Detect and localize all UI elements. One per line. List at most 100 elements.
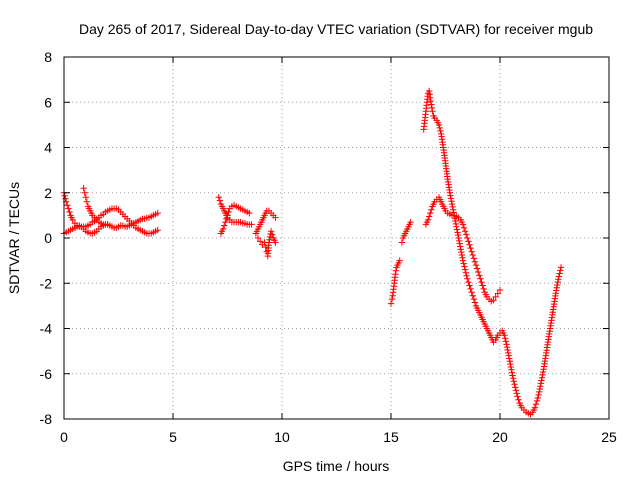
data-point: [512, 384, 519, 391]
data-point: [272, 214, 279, 221]
data-point: [470, 295, 478, 303]
y-axis-label: SDTVAR / TECUs: [6, 182, 22, 294]
data-point: [490, 297, 497, 304]
y-tick-label: 6: [44, 94, 52, 110]
data-point: [215, 194, 222, 201]
data-point: [272, 239, 279, 246]
data-point: [268, 231, 276, 238]
data-point: [494, 290, 502, 297]
data-point: [534, 394, 541, 402]
data-point: [496, 286, 504, 294]
data-point: [83, 198, 91, 205]
data-point: [466, 241, 473, 248]
data-point: [66, 208, 73, 216]
data-point: [476, 272, 483, 279]
data-point: [532, 401, 540, 408]
data-point: [479, 282, 486, 289]
data-point: [539, 368, 547, 376]
tick-labels: 0 5 10 15 20 25 -8 -6 -4 -2 0 2 4 6 8: [40, 49, 617, 445]
data-point: [508, 369, 516, 376]
data-point: [458, 251, 466, 259]
data-point: [452, 217, 459, 225]
x-tick-label: 0: [60, 429, 68, 445]
y-tick-label: -2: [40, 275, 53, 291]
data-point: [453, 223, 460, 230]
data-point: [448, 198, 455, 205]
x-tick-label: 5: [169, 429, 177, 445]
data-point: [513, 390, 520, 397]
data-point: [425, 87, 433, 95]
data-point: [554, 278, 561, 286]
data-point: [457, 243, 464, 250]
data-point: [392, 271, 399, 278]
data-point: [449, 203, 456, 211]
data-point: [461, 228, 469, 235]
data-point: [223, 215, 230, 222]
data-point: [468, 248, 475, 255]
y-tick-label: 8: [44, 49, 52, 65]
data-point: [398, 239, 406, 246]
axis-ticks: [63, 56, 610, 420]
data-point: [477, 275, 484, 282]
data-point: [510, 378, 518, 385]
data-point: [65, 205, 72, 212]
data-point: [456, 240, 463, 247]
data-point: [446, 189, 454, 196]
data-point: [533, 397, 541, 405]
data-point: [538, 377, 545, 384]
data-point: [507, 363, 515, 371]
data-point: [455, 237, 463, 245]
data-point: [254, 234, 262, 242]
data-point: [470, 255, 478, 262]
data-point: [469, 251, 476, 259]
data-point: [505, 352, 512, 359]
data-point: [453, 226, 461, 233]
data-point: [216, 197, 224, 204]
data-point: [509, 372, 516, 379]
data-point: [389, 292, 396, 299]
data-point: [536, 385, 543, 393]
data-point: [428, 206, 435, 213]
data-point: [461, 263, 468, 270]
data-point: [475, 268, 482, 276]
data-point: [471, 299, 479, 306]
data-point: [429, 108, 436, 115]
data-point: [536, 388, 543, 396]
data-point: [460, 224, 468, 232]
data-point: [407, 218, 414, 226]
x-tick-label: 25: [601, 429, 617, 445]
data-point: [502, 338, 510, 345]
y-tick-label: 0: [44, 230, 52, 246]
data-point: [267, 228, 275, 235]
chart-title: Day 265 of 2017, Sidereal Day-to-day VTE…: [79, 21, 593, 37]
data-point: [69, 216, 76, 224]
data-point: [472, 261, 480, 269]
data-point: [537, 380, 545, 387]
data-point: [388, 295, 396, 303]
data-point: [467, 244, 474, 252]
data-point: [437, 127, 444, 135]
data-point: [454, 229, 461, 236]
data-point: [465, 278, 472, 286]
data-point: [62, 195, 69, 202]
data-point: [535, 391, 542, 399]
data-point: [512, 387, 520, 394]
data-point: [459, 221, 467, 228]
data-point: [514, 393, 521, 400]
data-point: [531, 404, 539, 411]
data-point: [427, 94, 434, 101]
data-point: [424, 216, 432, 224]
y-tick-label: -6: [40, 366, 53, 382]
data-point: [80, 185, 87, 192]
data-point: [61, 192, 68, 199]
data-point: [553, 284, 560, 291]
data-point: [459, 254, 466, 261]
data-point: [428, 101, 435, 108]
data-point: [219, 225, 227, 233]
data-point: [557, 264, 565, 271]
data-point: [464, 275, 471, 282]
data-point: [427, 209, 434, 217]
data-point: [504, 346, 511, 354]
